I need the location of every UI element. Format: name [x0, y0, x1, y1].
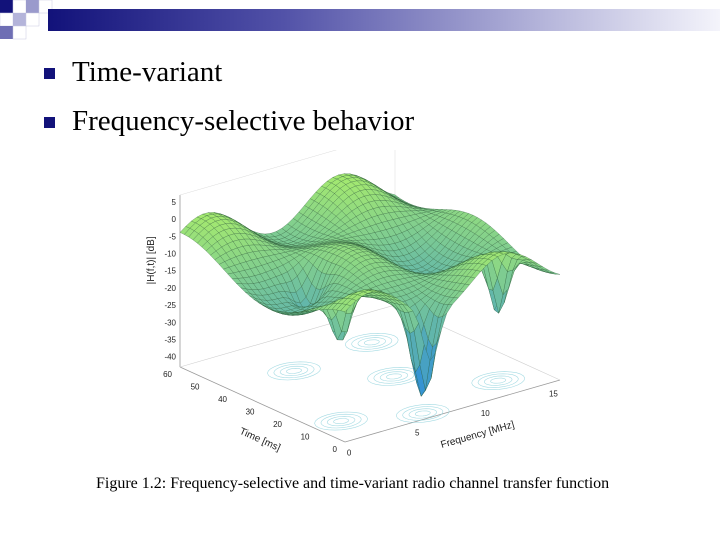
square-bullet-icon — [44, 68, 55, 79]
z-tick-label: -35 — [164, 335, 176, 344]
z-tick-label: -10 — [164, 249, 176, 258]
frequency-tick-label: 15 — [549, 389, 558, 398]
z-axis-label: |H(f,t)| [dB] — [146, 236, 157, 284]
header-decoration-squares — [0, 0, 60, 42]
surface-mesh — [179, 173, 561, 397]
z-tick-label: -5 — [169, 232, 177, 241]
frequency-tick-label: 0 — [347, 448, 352, 457]
header-decoration-bar — [48, 9, 720, 31]
z-tick-label: -30 — [164, 318, 176, 327]
frequency-axis-label: Frequency [MHz] — [439, 419, 515, 451]
time-tick-label: 50 — [191, 383, 200, 392]
channel-transfer-function-plot: 5 0 -5 -10 -15 -20 -25 -30 -35 -40 60 50 40 30 20 10 0 0 5… — [120, 150, 580, 470]
z-tick-label: -40 — [164, 353, 176, 362]
time-tick-label: 30 — [246, 408, 255, 417]
bullet-item: Time-variant — [44, 54, 684, 103]
frequency-tick-label: 5 — [415, 429, 420, 438]
z-tick-label: -25 — [164, 301, 176, 310]
z-tick-label: 5 — [172, 198, 177, 207]
time-tick-label: 60 — [163, 370, 172, 379]
bullet-text-time-variant: Time-variant — [72, 56, 223, 88]
z-tick-label: -15 — [164, 267, 176, 276]
figure-caption: Figure 1.2: Frequency-selective and time… — [96, 475, 610, 492]
time-tick-label: 0 — [333, 445, 338, 454]
square-bullet-icon — [44, 117, 55, 128]
time-axis-label: Time [ms] — [238, 426, 282, 454]
bullet-item: Frequency-selective behavior — [44, 103, 684, 152]
z-tick-label: 0 — [172, 215, 177, 224]
bullet-list: Time-variant Frequency-selective behavio… — [44, 54, 684, 152]
time-tick-label: 10 — [301, 433, 310, 442]
z-tick-label: -20 — [164, 284, 176, 293]
bullet-text-frequency-selective: Frequency-selective behavior — [72, 105, 415, 137]
time-tick-label: 20 — [273, 420, 282, 429]
contour-lines — [267, 332, 526, 431]
frequency-tick-label: 10 — [481, 409, 490, 418]
plot-box-lines — [179, 150, 561, 443]
time-tick-label: 40 — [218, 395, 227, 404]
